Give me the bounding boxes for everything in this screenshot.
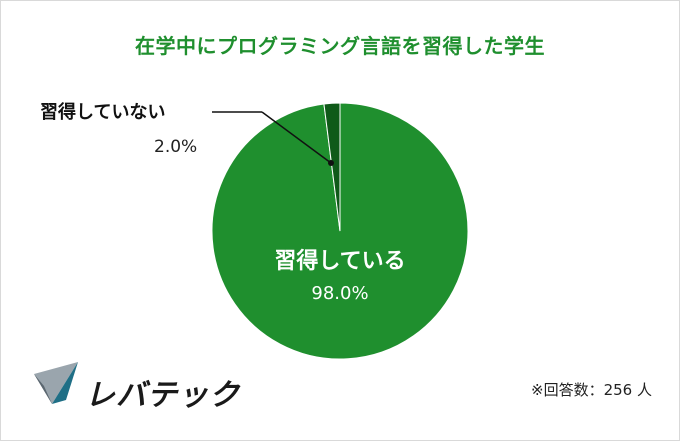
slice-value-not-learned: 2.0%: [154, 137, 198, 157]
leader-dot: [328, 160, 334, 166]
slice-label-learned: 習得している: [274, 249, 406, 274]
response-count-note: ※回答数：256 人: [531, 381, 652, 399]
logo-text: レバテック: [85, 378, 240, 413]
chart-title: 在学中にプログラミング言語を習得した学生: [135, 34, 545, 58]
slice-label-not-learned: 習得していない: [40, 102, 166, 123]
levtech-logo-icon: [34, 362, 78, 404]
slice-value-learned: 98.0%: [311, 283, 369, 304]
leader-line-diag: [261, 111, 332, 164]
pie-slice-1: [323, 102, 341, 232]
